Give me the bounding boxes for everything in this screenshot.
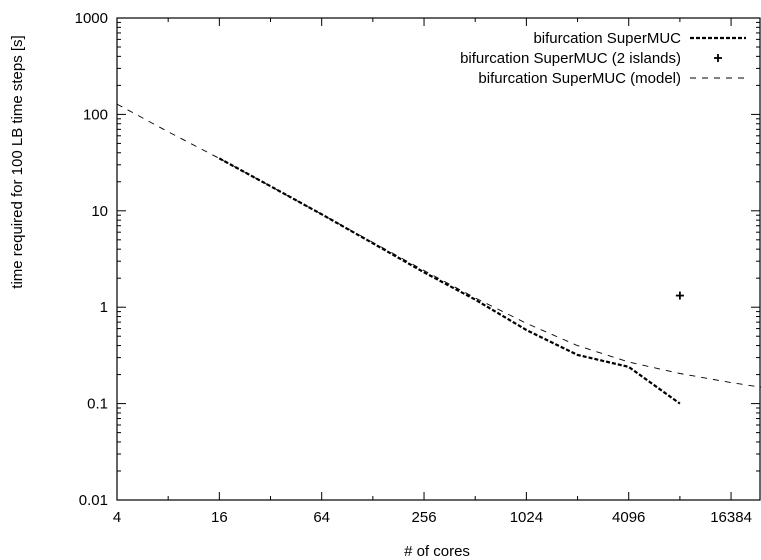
series-1-line	[218, 157, 681, 405]
x-axis: 4 16 64 256 1024 4096 16384	[113, 18, 752, 526]
y-tick-label: 1	[100, 299, 108, 316]
series-group	[116, 103, 761, 405]
x-tick-label: 4096	[612, 509, 645, 526]
legend-label: bifurcation SuperMUC (2 islands)	[460, 50, 681, 67]
y-tick-label: 0.1	[87, 396, 108, 413]
y-axis-label: time required for 100 LB time steps [s]	[9, 35, 26, 288]
y-tick-label: 0.01	[79, 492, 108, 509]
y-axis: 0.01 0.1 1 10 100 1000	[75, 10, 760, 509]
plot-frame-group	[116, 17, 761, 501]
y-tick-label: 100	[83, 106, 108, 123]
x-tick-label: 256	[412, 509, 437, 526]
x-axis-label: # of cores	[404, 543, 470, 560]
y-tick-label: 10	[91, 203, 108, 220]
x-tick-label: 1024	[510, 509, 543, 526]
y-tick-label: 1000	[75, 10, 108, 27]
series-3-line	[116, 103, 761, 388]
legend-label: bifurcation SuperMUC	[533, 30, 681, 47]
series-2-point	[675, 291, 684, 300]
x-tick-label: 4	[113, 509, 121, 526]
legend-label: bifurcation SuperMUC (model)	[478, 70, 681, 87]
x-tick-label: 64	[313, 509, 330, 526]
legend: bifurcation SuperMUC bifurcation SuperMUC…	[460, 30, 746, 87]
x-tick-label: 16	[211, 509, 228, 526]
x-tick-label: 16384	[710, 509, 752, 526]
plot-frame	[116, 17, 761, 501]
